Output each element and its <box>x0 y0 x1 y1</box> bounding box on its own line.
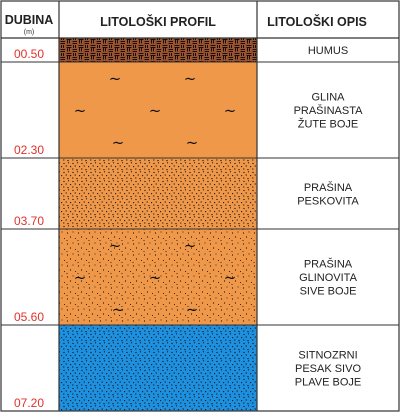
layer-description-line: HUMUS <box>308 45 348 57</box>
clay-symbol-icon: ~ <box>224 269 237 287</box>
depth-column-title: DUBINA <box>5 13 54 27</box>
description-column-title: LITOLOŠKI OPIS <box>267 14 367 29</box>
layer-description-line: SIVE BOJE <box>300 286 357 298</box>
layer-humus: 00.50 HUMUS <box>14 38 348 62</box>
depth-label: 00.50 <box>14 47 44 61</box>
layer-description-line: SITNOZRNI <box>298 350 357 362</box>
clay-symbol-icon: ~ <box>112 301 125 319</box>
clay-symbol-icon: ~ <box>149 102 162 120</box>
clay-symbol-icon: ~ <box>109 70 122 88</box>
profile-column-title: LITOLOŠKI PROFIL <box>100 14 216 29</box>
clay-symbol-icon: ~ <box>112 134 125 152</box>
layer-texture-humus <box>59 38 257 62</box>
depth-label: 02.30 <box>14 143 44 157</box>
layer-texture-pesak <box>59 325 257 411</box>
layer-description-line: PRAŠINASTA <box>294 104 364 117</box>
layer-description-line: PESKOVITA <box>297 195 359 207</box>
depth-label: 07.20 <box>14 396 44 410</box>
clay-symbol-icon: ~ <box>184 70 197 88</box>
clay-symbol-icon: ~ <box>184 237 197 255</box>
layer-description-line: GLINOVITA <box>299 272 358 284</box>
layer-description-line: PRAŠINA <box>304 181 353 194</box>
clay-symbol-icon: ~ <box>186 301 199 319</box>
clay-symbol-icon: ~ <box>224 102 237 120</box>
layer-fill-glina <box>59 62 257 158</box>
layer-description-line: ŽUTE BOJE <box>298 118 359 131</box>
depth-label: 05.60 <box>14 310 44 324</box>
clay-symbol-icon: ~ <box>74 269 87 287</box>
table-header: DUBINA (m) LITOLOŠKI PROFIL LITOLOŠKI OP… <box>5 13 367 36</box>
depth-label: 03.70 <box>14 214 44 228</box>
layer-description-line: PESAK SIVO <box>295 363 361 375</box>
depth-unit-label: (m) <box>24 29 35 36</box>
clay-symbol-icon: ~ <box>109 237 122 255</box>
layer-description-line: PRAŠINA <box>304 258 353 271</box>
layer-texture-prasina-glinovita <box>59 229 257 325</box>
clay-symbol-icon: ~ <box>74 102 87 120</box>
layer-description-line: GLINA <box>311 92 345 104</box>
clay-symbol-icon: ~ <box>149 269 162 287</box>
layer-description-line: PLAVE BOJE <box>295 377 361 389</box>
layers-group: 00.50 HUMUS ~ ~ ~ ~ ~ ~ ~02.30 GLINAPRAŠINASTAŽUT… <box>14 38 363 411</box>
clay-symbol-icon: ~ <box>186 134 199 152</box>
layer-texture-prasina-peskovita <box>59 158 257 229</box>
